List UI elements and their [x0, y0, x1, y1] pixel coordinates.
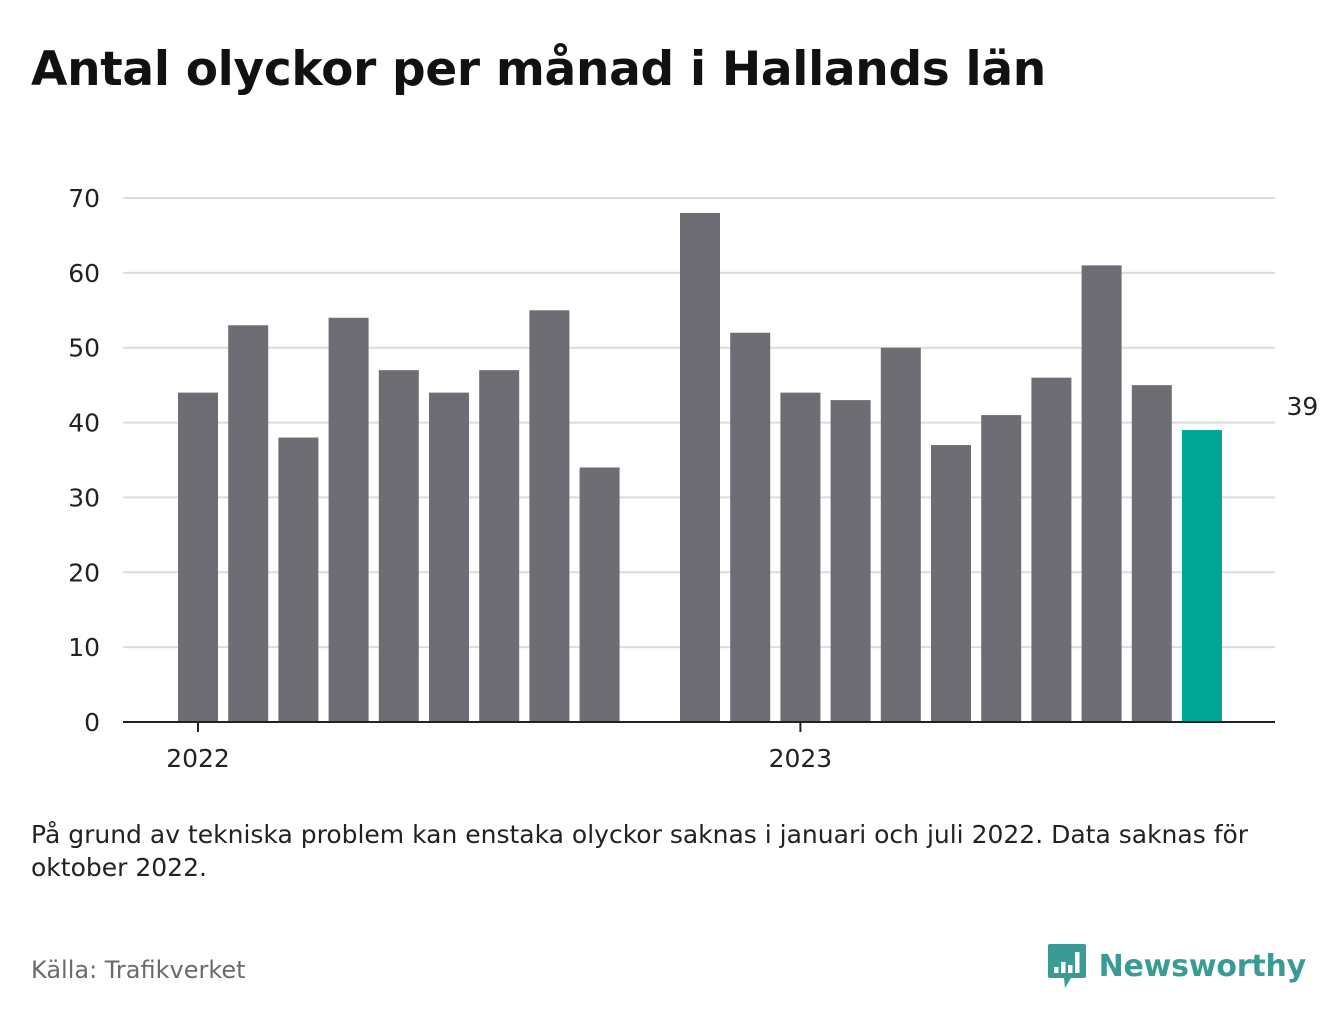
footnote: På grund av tekniska problem kan enstaka…: [31, 820, 1249, 882]
bar-2022-02: [228, 325, 269, 722]
data-label: 39: [1286, 392, 1318, 421]
bar-2022-09: [579, 467, 620, 722]
bars: [178, 212, 1222, 722]
x-tick-label: 2023: [769, 744, 833, 773]
chart-title: Antal olyckor per månad i Hallands län: [31, 42, 1046, 97]
bar-2022-12: [730, 332, 771, 722]
bar-2023-06: [1031, 377, 1072, 722]
data-labels: 39: [1286, 392, 1318, 421]
bar-2023-09: [1182, 430, 1222, 722]
y-tick-label: 0: [84, 708, 100, 737]
bar-2022-11: [680, 212, 720, 722]
y-tick-label: 50: [68, 334, 100, 363]
bar-2022-01: [178, 392, 218, 722]
x-axis-ticks: 2022 2023: [166, 722, 832, 773]
bar-2023-03: [880, 347, 921, 722]
y-tick-label: 70: [68, 184, 100, 213]
y-tick-label: 20: [68, 558, 100, 587]
x-tick-label: 2022: [166, 744, 230, 773]
y-tick-label: 40: [68, 409, 100, 438]
bar-2023-08: [1131, 385, 1172, 722]
bar-2023-04: [931, 445, 971, 722]
brand-logo: Newsworthy: [1047, 942, 1306, 990]
source-text: Källa: Trafikverket: [31, 956, 246, 984]
bar-2023-05: [981, 415, 1022, 722]
bar-2022-04: [328, 317, 369, 722]
y-tick-label: 10: [68, 633, 100, 662]
y-tick-label: 30: [68, 483, 100, 512]
bar-2022-05: [378, 370, 419, 722]
bar-2023-02: [830, 400, 871, 722]
bar-chart: 0 10 20 30 40 50 60 70 39 2022 2023: [68, 184, 1318, 773]
y-axis-ticks: 0 10 20 30 40 50 60 70: [68, 184, 100, 737]
newsworthy-logo-icon: [1047, 944, 1086, 988]
brand-name: Newsworthy: [1098, 948, 1307, 984]
bar-2022-08: [529, 310, 570, 722]
bar-2022-03: [278, 437, 319, 722]
bar-2023-01: [780, 392, 821, 722]
y-tick-label: 60: [68, 259, 100, 288]
bar-2022-06: [429, 392, 469, 722]
bar-2023-07: [1081, 265, 1122, 722]
bar-2022-07: [479, 370, 520, 722]
